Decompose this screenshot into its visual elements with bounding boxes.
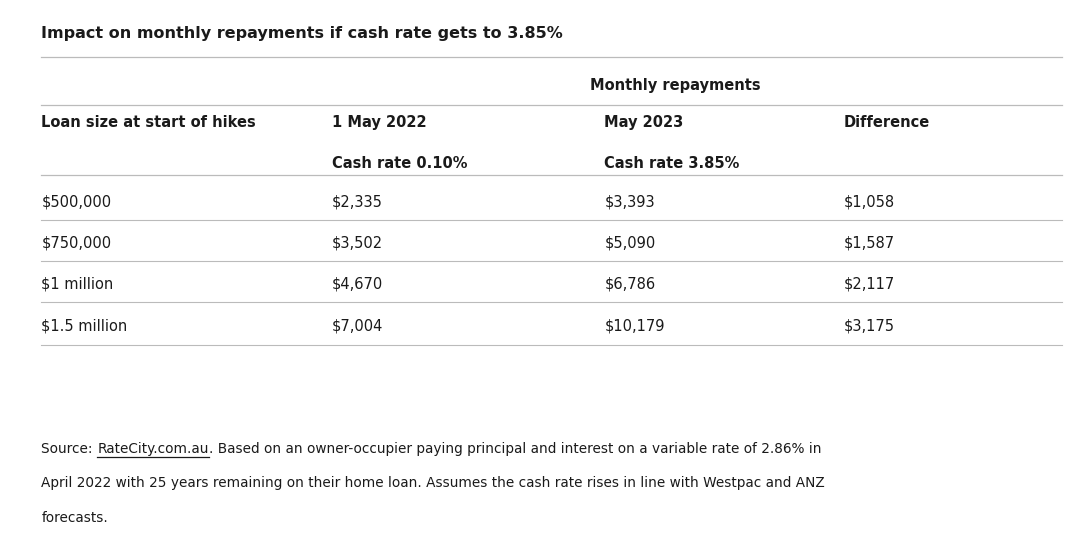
Text: Source:: Source: — [41, 442, 97, 456]
Text: $6,786: $6,786 — [604, 276, 656, 291]
Text: May 2023: May 2023 — [604, 115, 684, 130]
Text: $3,502: $3,502 — [332, 235, 383, 250]
Text: $3,175: $3,175 — [844, 318, 895, 333]
Text: $1.5 million: $1.5 million — [41, 318, 127, 333]
Text: $2,335: $2,335 — [332, 194, 383, 209]
Text: $1 million: $1 million — [41, 276, 113, 291]
Text: RateCity.com.au: RateCity.com.au — [97, 442, 209, 456]
Text: Difference: Difference — [844, 115, 930, 130]
Text: $1,058: $1,058 — [844, 194, 895, 209]
Text: April 2022 with 25 years remaining on their home loan. Assumes the cash rate ris: April 2022 with 25 years remaining on th… — [41, 476, 825, 491]
Text: Impact on monthly repayments if cash rate gets to 3.85%: Impact on monthly repayments if cash rat… — [41, 26, 563, 41]
Text: 1 May 2022: 1 May 2022 — [332, 115, 427, 130]
Text: $1,587: $1,587 — [844, 235, 895, 250]
Text: $7,004: $7,004 — [332, 318, 383, 333]
Text: Monthly repayments: Monthly repayments — [590, 78, 760, 92]
Text: $4,670: $4,670 — [332, 276, 383, 291]
Text: $750,000: $750,000 — [41, 235, 111, 250]
Text: forecasts.: forecasts. — [41, 511, 108, 525]
Text: Cash rate 0.10%: Cash rate 0.10% — [332, 156, 467, 171]
Text: $3,393: $3,393 — [604, 194, 654, 209]
Text: . Based on an owner-occupier paying principal and interest on a variable rate of: . Based on an owner-occupier paying prin… — [209, 442, 821, 456]
Text: Loan size at start of hikes: Loan size at start of hikes — [41, 115, 256, 130]
Text: $2,117: $2,117 — [844, 276, 895, 291]
Text: Cash rate 3.85%: Cash rate 3.85% — [604, 156, 739, 171]
Text: $10,179: $10,179 — [604, 318, 665, 333]
Text: $5,090: $5,090 — [604, 235, 656, 250]
Text: $500,000: $500,000 — [41, 194, 111, 209]
